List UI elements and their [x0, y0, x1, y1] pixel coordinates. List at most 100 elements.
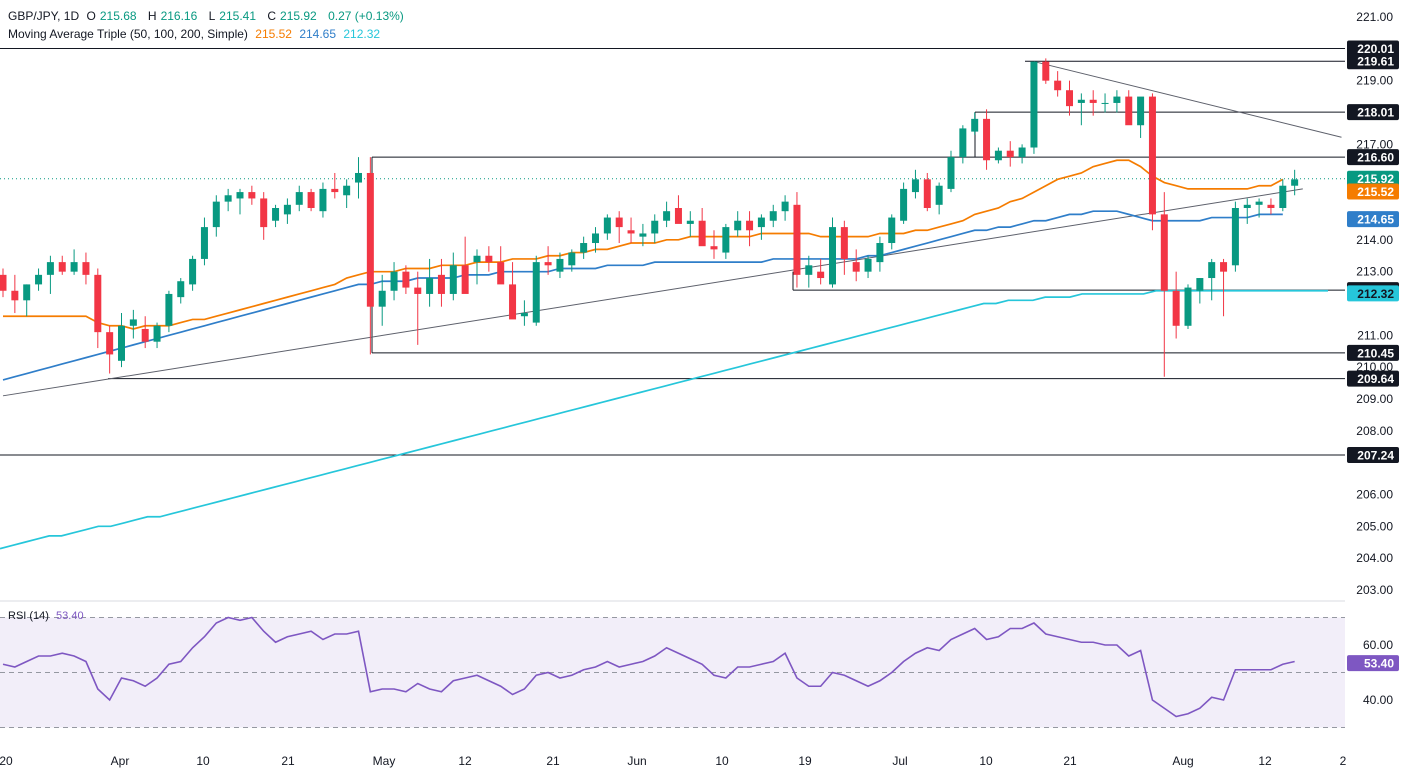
- candle-body: [520, 313, 528, 317]
- candle-body: [532, 262, 540, 323]
- ma100-value: 214.65: [299, 27, 337, 41]
- time-tick-label: 10: [715, 754, 729, 768]
- candle-body: [603, 217, 611, 234]
- candle-body: [485, 255, 493, 263]
- price-tag-label: 207.24: [1357, 449, 1394, 463]
- candle-body: [888, 217, 896, 244]
- candle-body: [497, 262, 505, 285]
- candle-body: [959, 128, 967, 158]
- candle-body: [0, 274, 7, 291]
- time-axis: 20 Apr 10 21 May 12 21 Jun 10 19 Jul 10 21 Aug 12 2: [0, 748, 1403, 775]
- candle-body: [118, 325, 125, 361]
- price-tag: [1347, 149, 1399, 166]
- price-tag-label: 219.61: [1357, 55, 1394, 69]
- rsi-pane: [0, 616, 1345, 728]
- candle-body: [1148, 96, 1156, 215]
- candle-body: [674, 208, 682, 224]
- candle-body: [1220, 262, 1228, 272]
- price-tag: [1347, 285, 1399, 302]
- time-tick-label: May: [373, 754, 396, 768]
- price-tag-label: 210.45: [1357, 346, 1394, 360]
- candle-body: [983, 118, 991, 161]
- candle-body: [639, 233, 647, 237]
- price-tag: [1347, 183, 1399, 200]
- candle-body: [805, 265, 813, 275]
- candle-body: [35, 274, 43, 285]
- price-tick-label: 205.00: [1356, 519, 1393, 533]
- candle-body: [366, 172, 374, 307]
- candle-body: [189, 258, 197, 285]
- trendlines: [2, 61, 1342, 397]
- price-tick-label: 221.00: [1356, 10, 1393, 24]
- candle-body: [94, 274, 102, 333]
- price-tag-label: 209.64: [1357, 372, 1394, 386]
- price-tag-label: 218.01: [1357, 106, 1394, 120]
- time-tick-label: 20: [0, 754, 13, 768]
- candle-body: [295, 192, 303, 205]
- candle-body: [1113, 96, 1121, 103]
- candle-body: [615, 217, 623, 228]
- ma-line-100: [2, 210, 1283, 381]
- ma-line-200: [0, 289, 1328, 550]
- candle-body: [651, 220, 659, 234]
- candle-body: [58, 262, 66, 272]
- price-tag-label: 214.65: [1357, 213, 1394, 227]
- change-value: 0.27 (+0.13%): [328, 9, 404, 23]
- candle-body: [437, 274, 445, 294]
- candle-body: [840, 227, 848, 259]
- candle-body: [1291, 179, 1299, 186]
- candle-body: [378, 290, 386, 307]
- time-tick-label: 19: [798, 754, 812, 768]
- candle-body: [200, 227, 208, 259]
- close-label: C: [267, 9, 277, 23]
- ma200-value: 212.32: [343, 27, 381, 41]
- time-tick-label: 12: [458, 754, 472, 768]
- price-tag: [1347, 370, 1399, 387]
- candle-body: [994, 150, 1002, 161]
- candle-body: [11, 290, 19, 301]
- price-tag-label: 216.60: [1357, 151, 1394, 165]
- candle-body: [769, 211, 777, 221]
- candle-body: [686, 220, 694, 224]
- time-tick-label: 10: [196, 754, 210, 768]
- candle-body: [46, 262, 54, 275]
- candle-body: [1279, 185, 1287, 208]
- ma-label: Moving Average Triple (50, 100, 200, Sim…: [8, 27, 248, 41]
- candle-body: [829, 227, 836, 285]
- rsi-line: [2, 616, 1295, 718]
- candle-body: [852, 262, 860, 272]
- price-tick-label: 206.00: [1356, 488, 1393, 502]
- candle-body: [426, 278, 434, 294]
- candle-body: [1231, 208, 1239, 266]
- rsi-tick-label: 60.00: [1363, 638, 1393, 652]
- low-value: 215.41: [219, 9, 256, 23]
- price-axis: 221.00 219.00 217.00 214.00 213.00 211.00 210.…: [1345, 0, 1403, 775]
- candlesticks: [0, 58, 1299, 377]
- candle-body: [331, 188, 339, 193]
- price-tag-label: 220.01: [1357, 42, 1394, 56]
- candle-body: [461, 265, 469, 294]
- rsi-legend-value: 53.40: [56, 610, 84, 622]
- candle-body: [1184, 287, 1192, 326]
- candle-body: [402, 271, 410, 288]
- time-tick-label: Aug: [1172, 754, 1193, 768]
- price-tick-label: 213.00: [1356, 265, 1393, 279]
- candle-body: [272, 208, 280, 221]
- trend-line: [2, 188, 1303, 397]
- candle-body: [1042, 61, 1050, 81]
- price-tick-label: 214.00: [1356, 233, 1393, 247]
- time-axis-background: [0, 748, 1403, 775]
- candle-body: [1208, 262, 1216, 279]
- candle-body: [734, 220, 742, 231]
- time-tick-label: 2: [1340, 754, 1347, 768]
- candle-body: [757, 217, 765, 228]
- price-tag: [1347, 40, 1399, 57]
- candle-body: [473, 255, 481, 263]
- candle-body: [1267, 204, 1275, 208]
- candle-body: [70, 262, 78, 272]
- candle-body: [663, 211, 671, 221]
- candle-body: [556, 258, 564, 272]
- candle-body: [307, 192, 315, 208]
- candle-body: [864, 258, 872, 272]
